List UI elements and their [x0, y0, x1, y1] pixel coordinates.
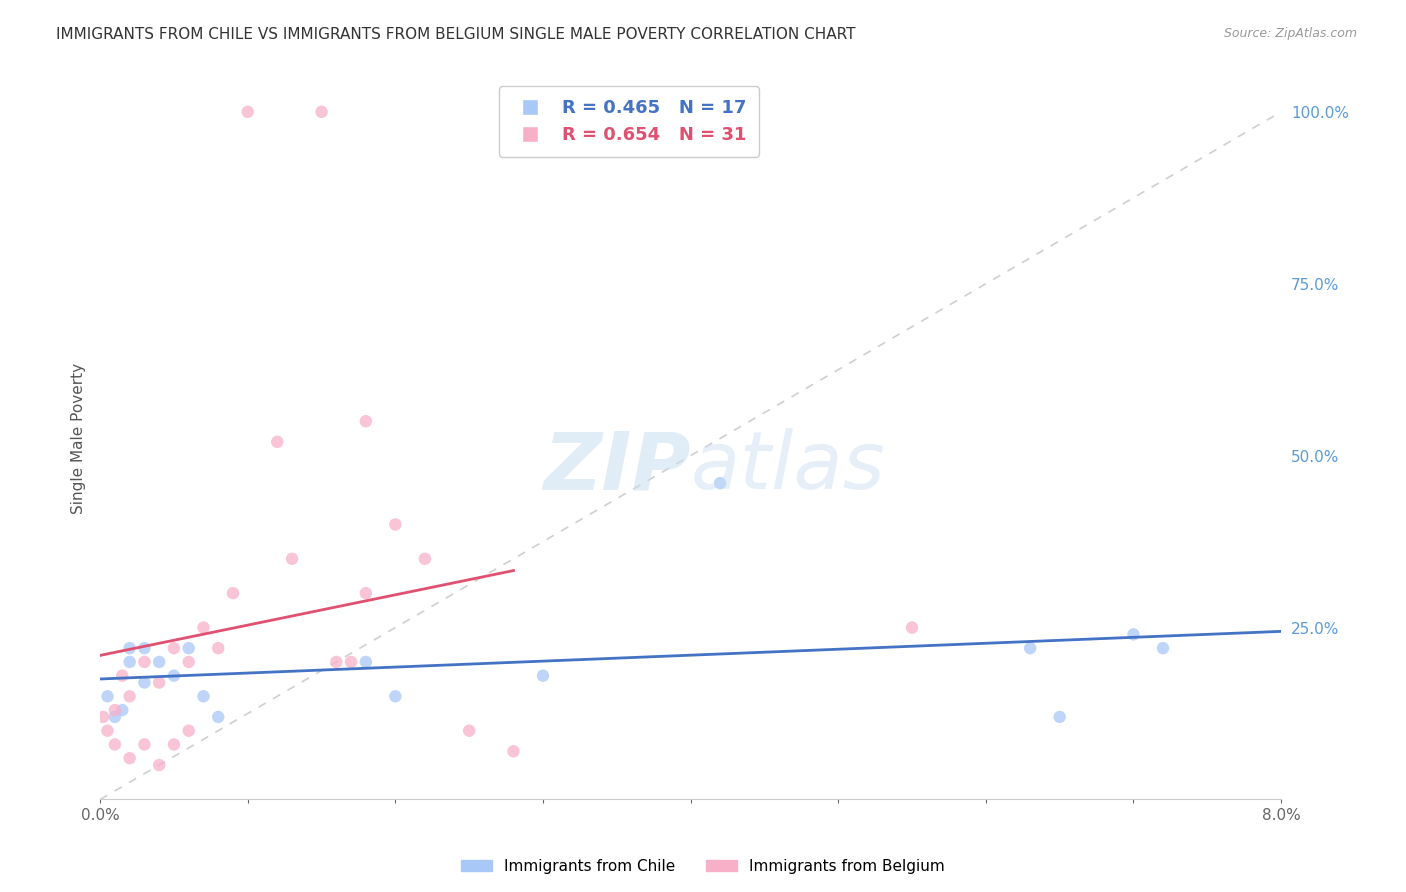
Point	[96, 723, 118, 738]
Point	[281, 551, 304, 566]
Point	[148, 675, 170, 690]
Point	[207, 710, 229, 724]
Text: Source: ZipAtlas.com: Source: ZipAtlas.com	[1223, 27, 1357, 40]
Point	[134, 675, 156, 690]
Text: ZIP: ZIP	[543, 428, 690, 507]
Point	[384, 517, 406, 532]
Point	[311, 104, 333, 119]
Point	[177, 655, 200, 669]
Point	[134, 655, 156, 669]
Point	[1122, 627, 1144, 641]
Point	[111, 668, 134, 682]
Point	[163, 668, 186, 682]
Point	[413, 551, 436, 566]
Legend: R = 0.465   N = 17, R = 0.654   N = 31: R = 0.465 N = 17, R = 0.654 N = 31	[499, 87, 759, 157]
Point	[163, 641, 186, 656]
Point	[104, 738, 127, 752]
Text: IMMIGRANTS FROM CHILE VS IMMIGRANTS FROM BELGIUM SINGLE MALE POVERTY CORRELATION: IMMIGRANTS FROM CHILE VS IMMIGRANTS FROM…	[56, 27, 856, 42]
Point	[207, 641, 229, 656]
Point	[236, 104, 259, 119]
Point	[354, 414, 377, 428]
Legend: Immigrants from Chile, Immigrants from Belgium: Immigrants from Chile, Immigrants from B…	[456, 853, 950, 880]
Point	[118, 641, 141, 656]
Point	[354, 655, 377, 669]
Text: atlas: atlas	[690, 428, 886, 507]
Point	[118, 690, 141, 704]
Point	[134, 738, 156, 752]
Point	[1152, 641, 1174, 656]
Y-axis label: Single Male Poverty: Single Male Poverty	[72, 363, 86, 514]
Point	[96, 690, 118, 704]
Point	[177, 641, 200, 656]
Point	[148, 758, 170, 772]
Point	[177, 723, 200, 738]
Point	[134, 641, 156, 656]
Point	[148, 655, 170, 669]
Point	[458, 723, 481, 738]
Point	[266, 434, 288, 449]
Point	[325, 655, 347, 669]
Point	[709, 476, 731, 491]
Point	[91, 710, 114, 724]
Point	[1019, 641, 1042, 656]
Point	[1049, 710, 1071, 724]
Point	[118, 655, 141, 669]
Point	[193, 621, 215, 635]
Point	[502, 744, 524, 758]
Point	[901, 621, 924, 635]
Point	[531, 668, 554, 682]
Point	[354, 586, 377, 600]
Point	[118, 751, 141, 765]
Point	[104, 710, 127, 724]
Point	[163, 738, 186, 752]
Point	[340, 655, 363, 669]
Point	[104, 703, 127, 717]
Point	[111, 703, 134, 717]
Point	[222, 586, 245, 600]
Point	[193, 690, 215, 704]
Point	[384, 690, 406, 704]
